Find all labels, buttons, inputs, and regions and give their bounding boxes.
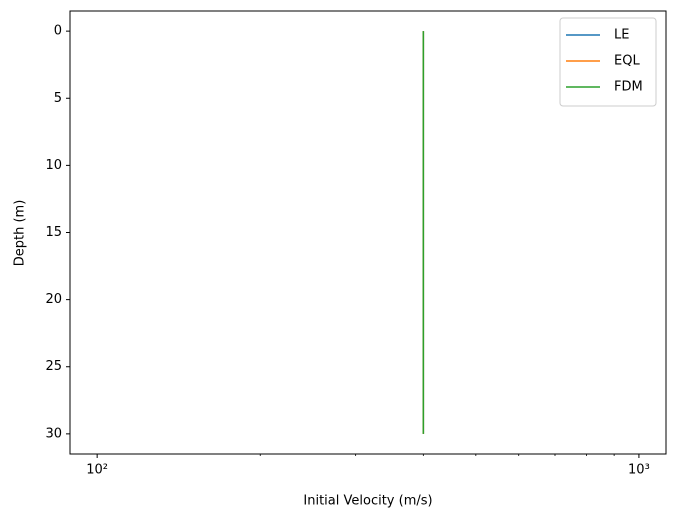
legend-box xyxy=(559,17,657,107)
legend: LE EQL FDM xyxy=(559,17,657,107)
y-tick-label: 5 xyxy=(54,91,62,106)
y-axis-label: Depth (m) xyxy=(13,200,28,267)
y-tick-label: 15 xyxy=(45,225,62,240)
legend-label: FDM xyxy=(614,80,643,95)
y-tick-label: 10 xyxy=(45,158,62,173)
x-axis-label: Initial Velocity (m/s) xyxy=(303,494,432,509)
legend-label: EQL xyxy=(614,54,640,69)
legend-label: LE xyxy=(614,28,629,43)
y-tick-label: 25 xyxy=(45,359,62,374)
y-tick-label: 0 xyxy=(54,24,62,39)
x-tick-label: 10³ xyxy=(628,463,650,478)
plot-frame xyxy=(69,10,667,455)
y-tick-label: 20 xyxy=(45,292,62,307)
y-tick-label: 30 xyxy=(45,426,62,441)
x-tick-label: 10² xyxy=(86,463,108,478)
